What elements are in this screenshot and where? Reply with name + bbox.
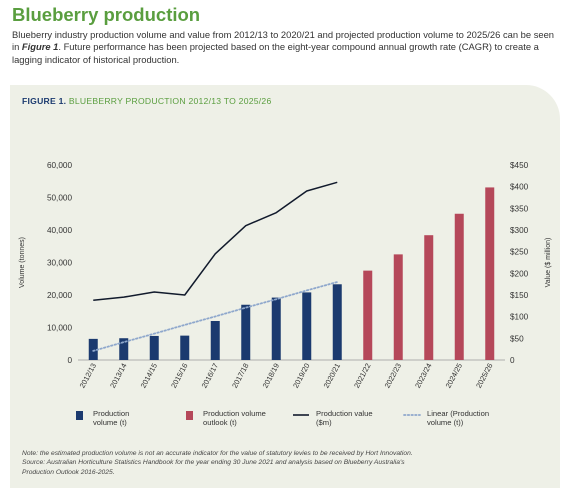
x-tick-label: 2013/14 bbox=[108, 362, 128, 390]
x-tick-label: 2015/16 bbox=[169, 362, 189, 390]
intro-figure-reference: Figure 1 bbox=[21, 41, 59, 53]
y-left-tick-label: 10,000 bbox=[47, 324, 72, 333]
figure-number: FIGURE 1. bbox=[22, 96, 67, 106]
y-right-tick-label: $50 bbox=[510, 334, 524, 343]
y-left-tick-label: 0 bbox=[67, 356, 72, 365]
x-tick-label: 2024/25 bbox=[444, 362, 464, 390]
x-tick-label: 2018/19 bbox=[261, 362, 281, 390]
x-tick-label: 2014/15 bbox=[139, 362, 159, 390]
legend-production-outlook-label: outlook (t) bbox=[203, 418, 237, 427]
y-right-tick-label: $250 bbox=[510, 248, 529, 257]
legend-production-outlook-swatch bbox=[186, 411, 193, 420]
legend-linear-trend-label: volume (t)) bbox=[427, 418, 464, 427]
bar-production-volume bbox=[241, 304, 251, 360]
x-tick-label: 2019/20 bbox=[291, 362, 311, 390]
trendline-production-volume bbox=[92, 281, 339, 352]
y-right-tick-label: $350 bbox=[510, 204, 529, 213]
x-tick-label: 2016/17 bbox=[200, 362, 220, 390]
figure-notes: Note: the estimated production volume is… bbox=[22, 449, 552, 477]
figure-label: FIGURE 1. BLUEBERRY PRODUCTION 2012/13 T… bbox=[22, 96, 272, 106]
blueberry-production-chart: 0 10,000 20,000 30,000 40,000 50,000 60,000 0 $5… bbox=[19, 161, 552, 427]
y-right-tick-label: $450 bbox=[510, 161, 529, 170]
y-right-tick-label: $300 bbox=[510, 226, 529, 235]
legend-production-value-label: Production value bbox=[316, 409, 373, 418]
bar-production-outlook bbox=[424, 235, 434, 360]
legend-production-outlook-label: Production volume bbox=[203, 409, 266, 418]
page-title: Blueberry production bbox=[12, 4, 201, 25]
bar-production-volume bbox=[88, 338, 98, 360]
bar-production-volume bbox=[149, 335, 159, 360]
y-right-tick-label: $400 bbox=[510, 183, 529, 192]
legend-linear-trend-label: Linear (Production bbox=[427, 409, 489, 418]
intro-text-end: . Future performance has been projected … bbox=[12, 41, 539, 65]
x-tick-label: 2020/21 bbox=[322, 362, 342, 390]
bar-production-outlook bbox=[454, 213, 464, 360]
y-left-tick-label: 60,000 bbox=[47, 161, 72, 170]
legend-production-volume-swatch bbox=[76, 411, 83, 420]
y-left-axis-label: Volume (tonnes) bbox=[19, 237, 26, 288]
bar-production-volume bbox=[119, 338, 129, 360]
bar-production-outlook bbox=[485, 187, 495, 360]
bar-production-volume bbox=[210, 321, 220, 360]
bar-production-outlook bbox=[363, 270, 373, 360]
y-right-tick-label: 0 bbox=[510, 356, 515, 365]
y-right-tick-label: $100 bbox=[510, 313, 529, 322]
y-right-tick-label: $200 bbox=[510, 269, 529, 278]
x-tick-label: 2012/13 bbox=[78, 362, 98, 390]
bar-production-volume bbox=[180, 335, 190, 360]
x-tick-label: 2023/24 bbox=[413, 362, 433, 390]
source-line-continued: Production Outlook 2016-2025. bbox=[22, 468, 115, 476]
x-tick-label: 2021/22 bbox=[352, 362, 372, 390]
bar-production-outlook bbox=[393, 254, 403, 360]
x-tick-label: 2017/18 bbox=[230, 362, 250, 390]
bar-production-volume bbox=[271, 297, 281, 360]
legend-production-volume-label: volume (t) bbox=[93, 418, 127, 427]
figure-panel: FIGURE 1. BLUEBERRY PRODUCTION 2012/13 T… bbox=[10, 85, 560, 488]
legend-production-value-label: ($m) bbox=[316, 418, 332, 427]
y-right-axis-label: Value ($ million) bbox=[545, 238, 552, 288]
intro-text-start: Blueberry industry production volume and… bbox=[12, 29, 555, 53]
intro-paragraph: Blueberry industry production volume and… bbox=[12, 29, 560, 66]
y-right-tick-label: $150 bbox=[510, 291, 529, 300]
y-left-tick-label: 50,000 bbox=[47, 194, 72, 203]
note-line: Note: the estimated production volume is… bbox=[22, 450, 413, 457]
bar-production-volume bbox=[302, 292, 312, 360]
figure-caption: BLUEBERRY PRODUCTION 2012/13 TO 2025/26 bbox=[68, 96, 272, 106]
y-left-tick-label: 20,000 bbox=[47, 291, 72, 300]
x-tick-label: 2022/23 bbox=[383, 362, 403, 390]
y-left-tick-label: 40,000 bbox=[47, 226, 72, 235]
x-tick-label: 2025/26 bbox=[474, 362, 494, 390]
bar-production-volume bbox=[332, 284, 342, 360]
line-production-value bbox=[93, 181, 338, 301]
legend-production-volume-label: Production bbox=[93, 409, 129, 418]
y-left-tick-label: 30,000 bbox=[47, 259, 72, 268]
source-line: Source: Australian Horticulture Statisti… bbox=[22, 459, 405, 467]
